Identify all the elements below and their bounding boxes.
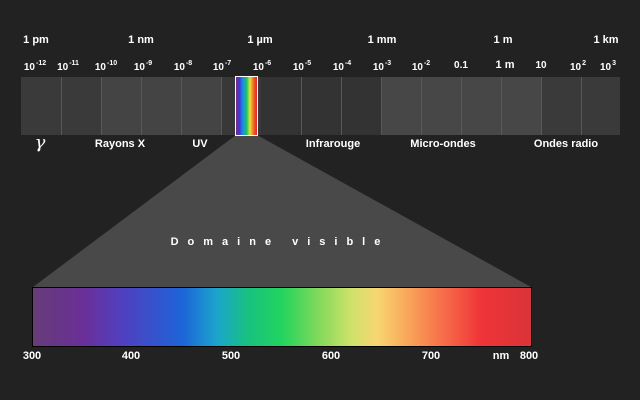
band-segment-xray xyxy=(101,77,221,135)
band-divider xyxy=(221,77,222,135)
exp-label: 10-6 xyxy=(252,60,272,73)
band-divider xyxy=(181,77,182,135)
band-label-infrared: Infrarouge xyxy=(305,138,361,150)
band-divider xyxy=(61,77,62,135)
band-segment xyxy=(61,77,101,135)
visible-domain-title: Domaine visible xyxy=(170,236,390,248)
band-divider xyxy=(301,77,302,135)
band-divider xyxy=(461,77,462,135)
band-label-uv: UV xyxy=(192,138,208,150)
unit-label-m: 1 m xyxy=(493,34,513,46)
exp-label: 10-3 xyxy=(372,60,392,73)
tick-label-300: 300 xyxy=(22,350,42,362)
band-label-radio: Ondes radio xyxy=(533,138,599,150)
exp-label: 10-4 xyxy=(332,60,352,73)
band-segment-ir xyxy=(261,77,381,135)
band-divider xyxy=(381,77,382,135)
band-segment xyxy=(21,77,61,135)
unit-label-km: 1 km xyxy=(593,34,619,46)
tick-label-800: 800 xyxy=(519,350,539,362)
band-label-gamma: γ xyxy=(34,132,46,153)
band-divider xyxy=(421,77,422,135)
band-divider xyxy=(501,77,502,135)
exp-label: 1 m xyxy=(495,59,515,71)
exp-label: 10-11 xyxy=(57,60,79,73)
exp-label: 10-2 xyxy=(411,60,431,73)
visible-spectrum-gradient xyxy=(32,287,532,347)
tick-label-600: 600 xyxy=(321,350,341,362)
exp-label: 10-10 xyxy=(94,60,118,73)
tick-label-400: 400 xyxy=(121,350,141,362)
funnel-shape xyxy=(33,135,531,287)
exp-label: 10-7 xyxy=(212,60,232,73)
band-label-microwaves: Micro-ondes xyxy=(410,138,476,150)
spectrum-band xyxy=(21,77,620,135)
exp-label: 10-8 xyxy=(173,60,193,73)
exp-label: 10-12 xyxy=(23,60,47,73)
band-divider xyxy=(541,77,542,135)
band-segment-radio xyxy=(541,77,620,135)
exp-label: 10 xyxy=(535,60,547,71)
unit-label-pm: 1 pm xyxy=(23,34,49,46)
band-label-xray: Rayons X xyxy=(94,138,146,150)
unit-label-nm: 1 nm xyxy=(128,34,154,46)
exp-label: 10-9 xyxy=(133,60,153,73)
band-divider xyxy=(101,77,102,135)
tick-label-500: 500 xyxy=(221,350,241,362)
band-divider xyxy=(141,77,142,135)
tick-label-700: 700 xyxy=(421,350,441,362)
unit-label-um: 1 µm xyxy=(247,34,273,46)
unit-label-mm: 1 mm xyxy=(367,34,397,46)
exp-label: 10-5 xyxy=(292,60,312,73)
exp-label: 103 xyxy=(599,60,617,73)
exp-label: 102 xyxy=(569,60,587,73)
band-divider xyxy=(341,77,342,135)
band-divider xyxy=(581,77,582,135)
tick-unit-nm: nm xyxy=(492,350,510,362)
exp-label: 0.1 xyxy=(454,60,468,71)
visible-light-strip xyxy=(235,76,258,136)
